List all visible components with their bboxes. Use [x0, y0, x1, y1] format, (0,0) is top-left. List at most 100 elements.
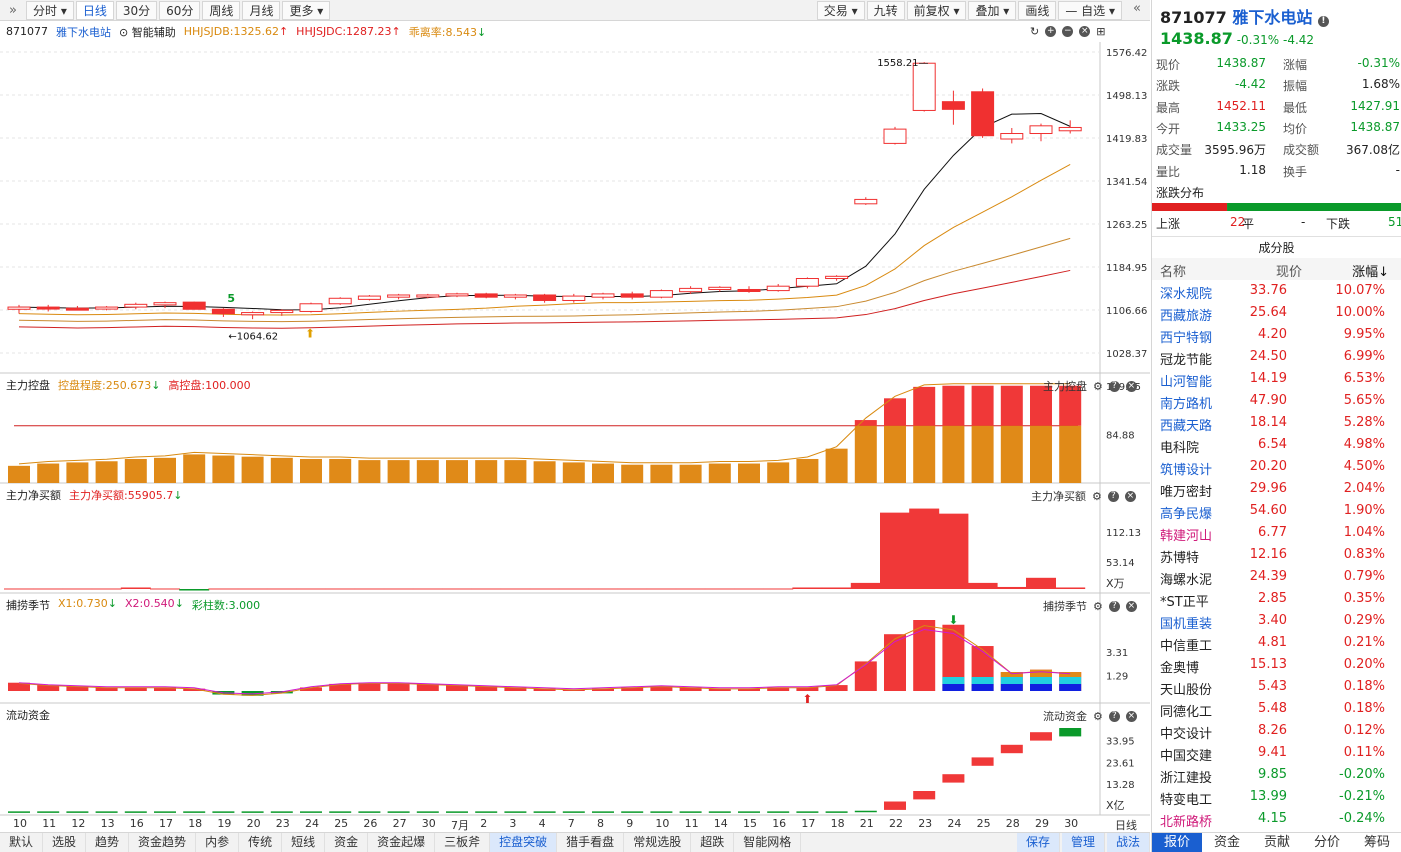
tool-0[interactable]: 交易 ▾	[816, 0, 865, 20]
strategy-tab-7[interactable]: 资金	[325, 833, 369, 852]
period-2[interactable]: 30分	[115, 0, 158, 20]
candle[interactable]	[883, 126, 907, 145]
candle[interactable]	[708, 286, 732, 292]
tool-4[interactable]: 画线	[1018, 0, 1057, 20]
period-0[interactable]: 分时 ▾	[26, 0, 74, 20]
info-icon[interactable]: !	[1317, 16, 1329, 27]
candle[interactable]	[912, 62, 936, 112]
constituent-row[interactable]: 苏博特 12.16 0.83%	[1152, 544, 1401, 566]
strategy-tab-5[interactable]: 传统	[239, 833, 283, 852]
strategy-action-2[interactable]: 战法	[1106, 833, 1150, 852]
period-6[interactable]: 更多 ▾	[282, 0, 331, 20]
strategy-tab-12[interactable]: 常规选股	[624, 833, 692, 852]
constituent-row[interactable]: 南方路机 47.90 5.65%	[1152, 390, 1401, 412]
candle[interactable]	[211, 308, 235, 317]
constituent-row[interactable]: 西藏天路 18.14 5.28%	[1152, 412, 1401, 434]
close-icon[interactable]: ×	[1125, 380, 1137, 392]
candle[interactable]	[620, 291, 644, 300]
close-icon[interactable]: ×	[1079, 26, 1091, 37]
candle[interactable]	[445, 292, 469, 298]
strategy-tab-2[interactable]: 趋势	[86, 833, 130, 852]
kline-chart[interactable]: 1576.42 1498.13 1419.83 1341.54 1263.25 1184.…	[0, 0, 1150, 817]
candle[interactable]	[270, 309, 294, 316]
candle[interactable]	[387, 293, 411, 300]
period-4[interactable]: 周线	[202, 0, 241, 20]
close-icon[interactable]: ×	[1125, 710, 1137, 722]
candle[interactable]	[241, 311, 265, 320]
period-1[interactable]: 日线	[75, 0, 114, 20]
constituent-row[interactable]: 山河智能 14.19 6.53%	[1152, 368, 1401, 390]
strategy-tab-3[interactable]: 资金趋势	[129, 833, 197, 852]
constituent-row[interactable]: 特变电工 13.99 -0.21%	[1152, 786, 1401, 808]
candle[interactable]	[7, 304, 31, 314]
tool-1[interactable]: 九转	[866, 0, 905, 20]
candle[interactable]	[357, 294, 381, 301]
side-tab-3[interactable]: 分价	[1313, 835, 1340, 850]
candle[interactable]	[971, 88, 995, 138]
candle[interactable]	[1029, 123, 1053, 142]
candle[interactable]	[503, 293, 527, 300]
constituent-row[interactable]: 筑博设计 20.20 4.50%	[1152, 456, 1401, 478]
candle[interactable]	[766, 284, 790, 292]
expand-icon[interactable]: ⊞	[1096, 25, 1106, 38]
tool-2[interactable]: 前复权 ▾	[906, 0, 967, 20]
candle[interactable]	[36, 304, 60, 312]
candle[interactable]	[328, 297, 352, 305]
stock-name[interactable]: 雅下水电站	[56, 25, 111, 39]
close-icon[interactable]: ×	[1125, 600, 1137, 612]
strategy-tab-6[interactable]: 短线	[282, 833, 326, 852]
gear-icon[interactable]: ⚙	[1093, 599, 1103, 613]
strategy-action-0[interactable]: 保存	[1016, 833, 1060, 852]
constituent-row[interactable]: 天山股份 5.43 0.18%	[1152, 676, 1401, 698]
constituent-row[interactable]: *ST正平 2.85 0.35%	[1152, 588, 1401, 610]
gear-icon[interactable]: ⚙	[1093, 379, 1103, 393]
candle[interactable]	[182, 301, 206, 310]
candle[interactable]	[941, 90, 965, 125]
gear-icon[interactable]: ⚙	[1092, 489, 1102, 503]
candle[interactable]	[65, 305, 89, 311]
collapse-icon[interactable]: »	[9, 2, 17, 18]
strategy-tab-9[interactable]: 三板斧	[435, 833, 491, 852]
candle[interactable]	[649, 289, 673, 299]
constituent-row[interactable]: 冠龙节能 24.50 6.99%	[1152, 346, 1401, 368]
strategy-tab-0[interactable]: 默认	[0, 833, 44, 852]
candle[interactable]	[737, 286, 761, 293]
candle[interactable]	[299, 302, 323, 313]
candle[interactable]	[1000, 128, 1024, 144]
strategy-tab-14[interactable]: 智能网格	[734, 833, 802, 852]
quote-name[interactable]: 雅下水电站	[1232, 8, 1313, 27]
strategy-tab-4[interactable]: 内参	[196, 833, 240, 852]
constituent-row[interactable]: 高争民爆 54.60 1.90%	[1152, 500, 1401, 522]
constituent-row[interactable]: 国机重装 3.40 0.29%	[1152, 610, 1401, 632]
help-icon[interactable]: ?	[1108, 710, 1120, 722]
candle[interactable]	[1058, 120, 1082, 134]
candle[interactable]	[854, 197, 878, 205]
constituent-row[interactable]: 中国交建 9.41 0.11%	[1152, 742, 1401, 764]
candle[interactable]	[124, 302, 148, 310]
strategy-tab-11[interactable]: 猎手看盘	[557, 833, 625, 852]
refresh-icon[interactable]: ↻	[1030, 25, 1040, 38]
candle[interactable]	[591, 292, 615, 300]
side-tab-2[interactable]: 贡献	[1263, 835, 1290, 850]
candle[interactable]	[795, 277, 819, 289]
strategy-action-1[interactable]: 管理	[1061, 833, 1105, 852]
help-icon[interactable]: ?	[1107, 490, 1119, 502]
tool-5[interactable]: — 自选 ▾	[1058, 0, 1122, 20]
x-axis-period[interactable]: 日线	[1115, 819, 1137, 832]
constituent-row[interactable]: 深水规院 33.76 10.07%	[1152, 280, 1401, 302]
strategy-tab-1[interactable]: 选股	[43, 833, 87, 852]
candle[interactable]	[562, 293, 586, 303]
side-tab-0[interactable]: 报价	[1152, 833, 1202, 852]
close-icon[interactable]: ×	[1124, 490, 1136, 502]
constituent-row[interactable]: 金奥博 15.13 0.20%	[1152, 654, 1401, 676]
minus-icon[interactable]: −	[1062, 26, 1074, 37]
constituent-row[interactable]: 唯万密封 29.96 2.04%	[1152, 478, 1401, 500]
constituent-row[interactable]: 北新路桥 4.15 -0.24%	[1152, 808, 1401, 830]
tool-3[interactable]: 叠加 ▾	[968, 0, 1017, 20]
candle[interactable]	[153, 301, 177, 309]
candle[interactable]	[95, 305, 119, 311]
candle[interactable]	[825, 275, 849, 281]
constituent-row[interactable]: 电科院 6.54 4.98%	[1152, 434, 1401, 456]
constituent-row[interactable]: 同德化工 5.48 0.18%	[1152, 698, 1401, 720]
col-change[interactable]: 涨幅↓	[1352, 265, 1389, 280]
